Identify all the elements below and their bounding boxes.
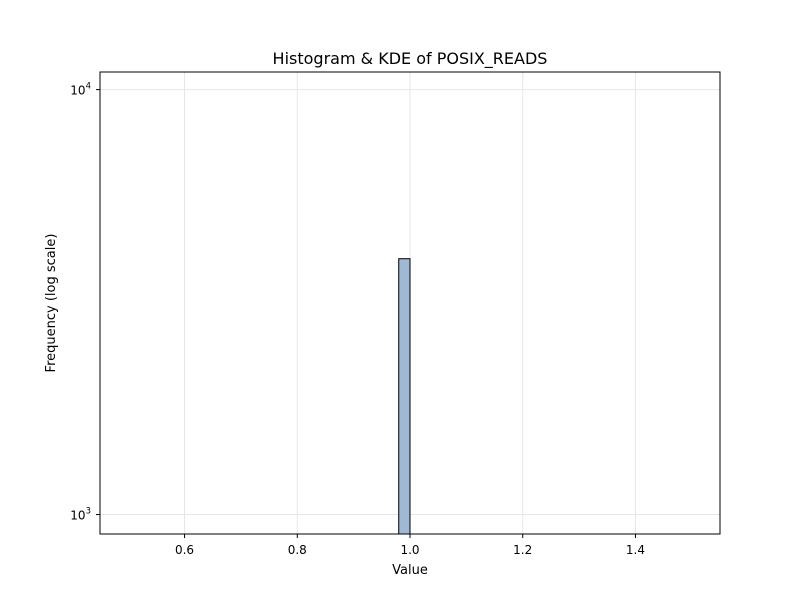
y-axis-label: Frequency (log scale) xyxy=(44,234,59,373)
x-axis-label: Value xyxy=(392,563,428,578)
x-tick-label: 0.6 xyxy=(175,543,194,557)
y-tick-label: 104 xyxy=(70,82,91,98)
y-tick-exponent: 4 xyxy=(86,82,91,92)
x-tick-label: 1.0 xyxy=(400,543,419,557)
x-tick-label: 0.8 xyxy=(288,543,307,557)
chart-title: Histogram & KDE of POSIX_READS xyxy=(273,49,548,69)
y-tick-base: 10 xyxy=(70,509,85,523)
x-tick-label: 1.4 xyxy=(626,543,645,557)
y-tick-base: 10 xyxy=(70,84,85,98)
x-tick-label: 1.2 xyxy=(513,543,532,557)
y-tick-exponent: 3 xyxy=(86,507,91,517)
y-tick-label: 103 xyxy=(70,507,91,523)
histogram-bar xyxy=(398,258,411,535)
histogram-bars xyxy=(398,258,411,535)
